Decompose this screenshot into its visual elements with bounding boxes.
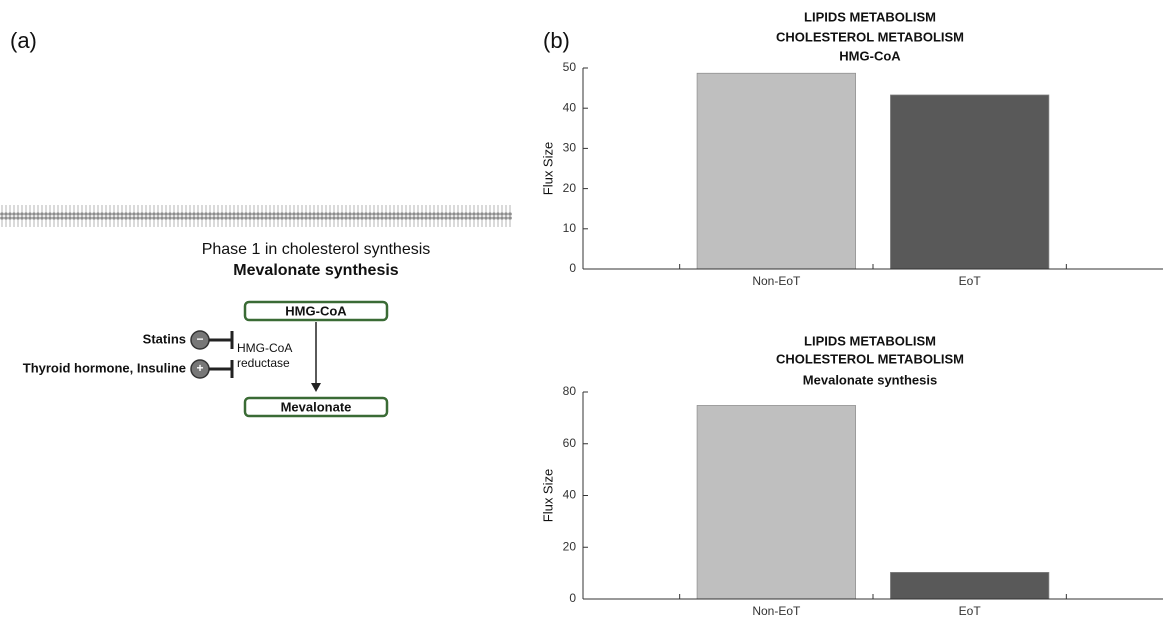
arrow-head	[311, 383, 321, 392]
enzyme: reductase	[237, 356, 290, 370]
chart-title: LIPIDS METABOLISM	[804, 333, 936, 348]
chart-title: LIPIDS METABOLISM	[804, 9, 936, 24]
x-tick-label: Non-EoT	[752, 274, 801, 288]
inhibitor-sign: −	[196, 332, 203, 346]
y-tick-label: 80	[563, 384, 577, 398]
y-tick-label: 20	[563, 181, 577, 195]
chart-title: Mevalonate synthesis	[803, 372, 937, 387]
substrate-box	[243, 300, 389, 322]
bar	[696, 72, 856, 270]
x-tick-label: EoT	[959, 604, 982, 618]
y-tick-label: 40	[563, 488, 577, 502]
panel-label: (a)	[10, 28, 37, 53]
y-tick-label: 10	[563, 221, 577, 235]
product: Mevalonate	[281, 399, 352, 414]
product-box	[243, 396, 389, 418]
x-tick-label: EoT	[959, 274, 982, 288]
chart-title: HMG-CoA	[839, 48, 901, 63]
chart-title: CHOLESTEROL METABOLISM	[776, 351, 964, 366]
panel-label: (b)	[543, 28, 570, 53]
activator-sign: +	[196, 361, 203, 375]
bar	[890, 94, 1050, 270]
y-tick-label: 40	[563, 100, 577, 114]
enzyme: HMG-CoA	[237, 341, 292, 355]
y-tick-label: 30	[563, 141, 577, 155]
y-axis-label: Flux Size	[540, 469, 555, 522]
x-tick-label: Non-EoT	[752, 604, 801, 618]
y-axis-label: Flux Size	[540, 142, 555, 195]
chart-title: CHOLESTEROL METABOLISM	[776, 29, 964, 44]
y-tick-label: 0	[569, 591, 576, 605]
y-tick-label: 0	[569, 261, 576, 275]
phase-title: Phase 1 in cholesterol synthesis	[202, 241, 431, 258]
membrane	[0, 200, 512, 227]
activator: Thyroid hormone, Insuline	[23, 360, 186, 375]
substrate: HMG-CoA	[285, 303, 347, 318]
y-tick-label: 20	[563, 539, 577, 553]
bar	[696, 405, 856, 600]
bar	[890, 571, 1050, 600]
y-tick-label: 60	[563, 436, 577, 450]
inhibitor: Statins	[143, 331, 186, 346]
phase-subtitle: Mevalonate synthesis	[233, 262, 399, 279]
y-tick-label: 50	[563, 60, 577, 74]
